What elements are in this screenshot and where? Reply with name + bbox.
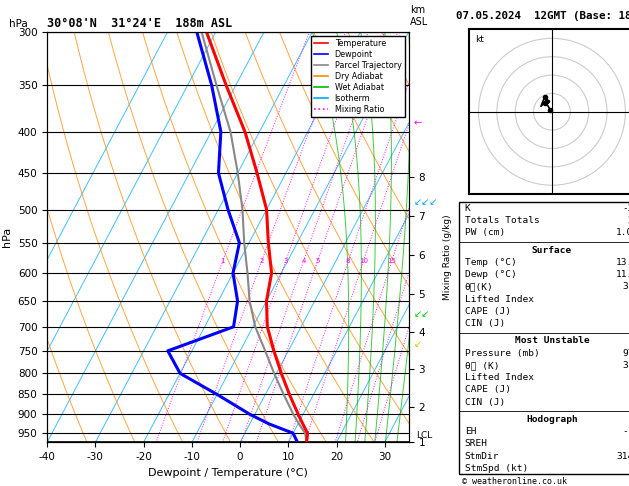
Text: Mixing Ratio (g/kg): Mixing Ratio (g/kg) [443, 215, 452, 300]
Text: -16: -16 [622, 427, 629, 436]
Text: 17: 17 [628, 439, 629, 448]
Text: -20: -20 [622, 204, 629, 213]
Text: © weatheronline.co.uk: © weatheronline.co.uk [462, 477, 567, 486]
Text: ↙↙: ↙↙ [414, 309, 430, 319]
Text: CAPE (J): CAPE (J) [465, 307, 511, 316]
Text: 8: 8 [346, 258, 350, 264]
Text: Pressure (mb): Pressure (mb) [465, 348, 540, 358]
Text: SREH: SREH [465, 439, 487, 448]
Text: EH: EH [465, 427, 476, 436]
Text: PW (cm): PW (cm) [465, 228, 505, 238]
Text: CAPE (J): CAPE (J) [465, 385, 511, 394]
Text: Most Unstable: Most Unstable [515, 336, 589, 346]
Text: 314°: 314° [616, 451, 629, 461]
Text: 3: 3 [284, 258, 288, 264]
Text: ↙↙↙: ↙↙↙ [414, 197, 438, 208]
Text: Hodograph: Hodograph [526, 415, 578, 424]
Text: 314: 314 [622, 361, 629, 370]
Text: Temp (°C): Temp (°C) [465, 258, 516, 267]
Text: 1.03: 1.03 [616, 228, 629, 238]
Text: Dewp (°C): Dewp (°C) [465, 270, 516, 279]
Text: StmDir: StmDir [465, 451, 499, 461]
Legend: Temperature, Dewpoint, Parcel Trajectory, Dry Adiabat, Wet Adiabat, Isotherm, Mi: Temperature, Dewpoint, Parcel Trajectory… [311, 35, 405, 117]
Text: CIN (J): CIN (J) [465, 319, 505, 328]
X-axis label: Dewpoint / Temperature (°C): Dewpoint / Temperature (°C) [148, 468, 308, 478]
Text: 975: 975 [622, 348, 629, 358]
Text: Totals Totals: Totals Totals [465, 216, 540, 225]
Text: 5: 5 [315, 258, 320, 264]
Y-axis label: hPa: hPa [2, 227, 12, 247]
Text: 11.9: 11.9 [616, 270, 629, 279]
Text: Surface: Surface [532, 245, 572, 255]
Text: LCL: LCL [416, 431, 432, 439]
Text: 2: 2 [259, 258, 264, 264]
Text: Lifted Index: Lifted Index [465, 295, 534, 304]
Text: 13.8: 13.8 [616, 258, 629, 267]
Text: ←: ← [414, 118, 422, 128]
Text: K: K [465, 204, 470, 213]
Text: km
ASL: km ASL [410, 5, 428, 27]
Text: kt: kt [475, 35, 484, 44]
Text: 30°08'N  31°24'E  188m ASL: 30°08'N 31°24'E 188m ASL [47, 17, 233, 31]
Text: 4: 4 [301, 258, 306, 264]
Text: θᴇ (K): θᴇ (K) [465, 361, 499, 370]
Text: CIN (J): CIN (J) [465, 398, 505, 407]
Text: 15: 15 [387, 258, 396, 264]
Text: 10: 10 [359, 258, 368, 264]
Text: 16: 16 [628, 464, 629, 473]
Text: Lifted Index: Lifted Index [465, 373, 534, 382]
Text: 312: 312 [622, 282, 629, 292]
Text: θᴇ(K): θᴇ(K) [465, 282, 494, 292]
Text: 1: 1 [220, 258, 225, 264]
Text: 23: 23 [628, 216, 629, 225]
Text: ↙: ↙ [414, 339, 422, 349]
Text: hPa: hPa [9, 19, 28, 29]
Text: 07.05.2024  12GMT (Base: 18): 07.05.2024 12GMT (Base: 18) [456, 12, 629, 21]
Text: StmSpd (kt): StmSpd (kt) [465, 464, 528, 473]
